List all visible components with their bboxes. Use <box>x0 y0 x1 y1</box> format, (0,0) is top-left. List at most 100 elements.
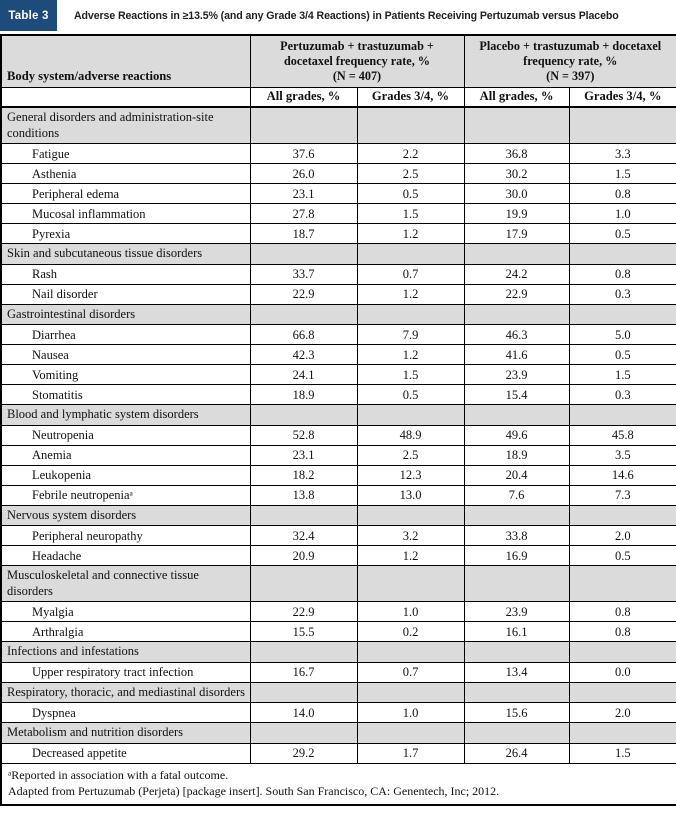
section-empty-cell <box>463 722 570 744</box>
value-cell: 0.5 <box>568 223 676 245</box>
reaction-name-cell: Leukopenia <box>0 464 251 486</box>
section-header-cell: Blood and lymphatic system disorders <box>0 404 251 426</box>
value-cell: 24.2 <box>463 263 570 285</box>
value-cell: 45.8 <box>568 424 676 446</box>
value-cell: 2.5 <box>356 444 465 466</box>
value-cell: 1.5 <box>356 364 465 386</box>
section-empty-cell <box>463 243 570 265</box>
section-row: Blood and lymphatic system disorders <box>0 404 676 426</box>
reaction-name-cell: Rash <box>0 263 251 285</box>
section-empty-cell <box>568 504 676 527</box>
section-empty-cell <box>568 565 676 603</box>
value-cell: 30.2 <box>463 163 570 185</box>
reaction-name-cell: Nail disorder <box>0 283 251 305</box>
value-cell: 0.5 <box>356 183 465 205</box>
value-cell: 46.3 <box>463 324 570 346</box>
value-cell: 29.2 <box>249 742 358 764</box>
section-header-cell: General disorders and administration-sit… <box>0 106 251 145</box>
section-empty-cell <box>356 722 465 744</box>
value-cell: 66.8 <box>249 324 358 346</box>
value-cell: 16.9 <box>463 545 570 567</box>
table-row: Neutropenia 52.8 48.9 49.6 45.8 <box>0 424 676 446</box>
section-header-cell: Metabolism and nutrition disorders <box>0 722 251 744</box>
value-cell: 2.0 <box>568 702 676 724</box>
footnote-a: ᵃReported in association with a fatal ou… <box>8 767 229 782</box>
value-cell: 3.2 <box>356 525 465 547</box>
table-row: Headache 20.9 1.2 16.9 0.5 <box>0 545 676 567</box>
section-empty-cell <box>568 641 676 663</box>
value-cell: 1.7 <box>356 742 465 764</box>
reaction-name-cell: Neutropenia <box>0 424 251 446</box>
section-header-cell: Gastrointestinal disorders <box>0 303 251 326</box>
section-empty-cell <box>463 106 570 145</box>
value-cell: 0.5 <box>568 344 676 366</box>
section-empty-cell <box>249 243 358 265</box>
value-cell: 3.3 <box>568 143 676 165</box>
value-cell: 1.5 <box>568 163 676 185</box>
section-row: Nervous system disorders <box>0 504 676 527</box>
section-empty-cell <box>249 504 358 527</box>
reaction-name-cell: Mucosal inflammation <box>0 203 251 225</box>
section-empty-cell <box>249 565 358 603</box>
value-cell: 13.0 <box>356 484 465 506</box>
footnote-row: ᵃReported in association with a fatal ou… <box>0 762 676 806</box>
group-header-row: Body system/adverse reactions Pertuzumab… <box>0 34 676 88</box>
value-cell: 2.0 <box>568 525 676 547</box>
value-cell: 16.1 <box>463 621 570 643</box>
section-empty-cell <box>463 565 570 603</box>
empty-header-cell <box>0 86 251 109</box>
value-cell: 23.9 <box>463 364 570 386</box>
section-empty-cell <box>568 106 676 145</box>
value-cell: 18.2 <box>249 464 358 486</box>
table-row: Myalgia 22.9 1.0 23.9 0.8 <box>0 601 676 623</box>
table-row: Leukopenia 18.2 12.3 20.4 14.6 <box>0 464 676 486</box>
value-cell: 12.3 <box>356 464 465 486</box>
section-row: Respiratory, thoracic, and mediastinal d… <box>0 681 676 704</box>
value-cell: 7.3 <box>568 484 676 506</box>
table-title: Adverse Reactions in ≥13.5% (and any Gra… <box>74 9 619 22</box>
section-empty-cell <box>356 243 465 265</box>
section-empty-cell <box>568 681 676 704</box>
column-group-pertuzumab-label: Pertuzumab + trastuzumab + docetaxel fre… <box>280 39 434 68</box>
value-cell: 17.9 <box>463 223 570 245</box>
footnote-source: Adapted from Pertuzumab (Perjeta) [packa… <box>8 784 500 799</box>
value-cell: 1.5 <box>356 203 465 225</box>
value-cell: 1.2 <box>356 223 465 245</box>
value-cell: 1.0 <box>356 702 465 724</box>
value-cell: 18.9 <box>463 444 570 466</box>
value-cell: 48.9 <box>356 424 465 446</box>
table-row: Mucosal inflammation 27.8 1.5 19.9 1.0 <box>0 203 676 225</box>
section-empty-cell <box>463 404 570 426</box>
column-header-body-system: Body system/adverse reactions <box>0 34 251 88</box>
table-row: Dyspnea 14.0 1.0 15.6 2.0 <box>0 702 676 724</box>
value-cell: 32.4 <box>249 525 358 547</box>
section-row: General disorders and administration-sit… <box>0 106 676 145</box>
table-row: Vomiting 24.1 1.5 23.9 1.5 <box>0 364 676 386</box>
section-row: Infections and infestations <box>0 641 676 663</box>
reaction-name-cell: Diarrhea <box>0 324 251 346</box>
reaction-name-cell: Pyrexia <box>0 223 251 245</box>
reaction-name-cell: Stomatitis <box>0 384 251 406</box>
value-cell: 1.2 <box>356 344 465 366</box>
value-cell: 26.4 <box>463 742 570 764</box>
value-cell: 1.2 <box>356 283 465 305</box>
value-cell: 0.7 <box>356 263 465 285</box>
table-row: Decreased appetite 29.2 1.7 26.4 1.5 <box>0 742 676 764</box>
value-cell: 16.7 <box>249 661 358 683</box>
value-cell: 30.0 <box>463 183 570 205</box>
reaction-name-cell: Arthralgia <box>0 621 251 643</box>
reaction-name-cell: Peripheral neuropathy <box>0 525 251 547</box>
value-cell: 2.2 <box>356 143 465 165</box>
value-cell: 1.5 <box>568 742 676 764</box>
section-header-cell: Respiratory, thoracic, and mediastinal d… <box>0 681 251 704</box>
value-cell: 0.0 <box>568 661 676 683</box>
value-cell: 23.1 <box>249 183 358 205</box>
section-empty-cell <box>463 681 570 704</box>
section-empty-cell <box>568 722 676 744</box>
value-cell: 0.8 <box>568 263 676 285</box>
reaction-name-cell: Decreased appetite <box>0 742 251 764</box>
section-empty-cell <box>356 641 465 663</box>
table-row: Febrile neutropeniaᵃ 13.8 13.0 7.6 7.3 <box>0 484 676 506</box>
table-number-badge: Table 3 <box>0 0 57 31</box>
